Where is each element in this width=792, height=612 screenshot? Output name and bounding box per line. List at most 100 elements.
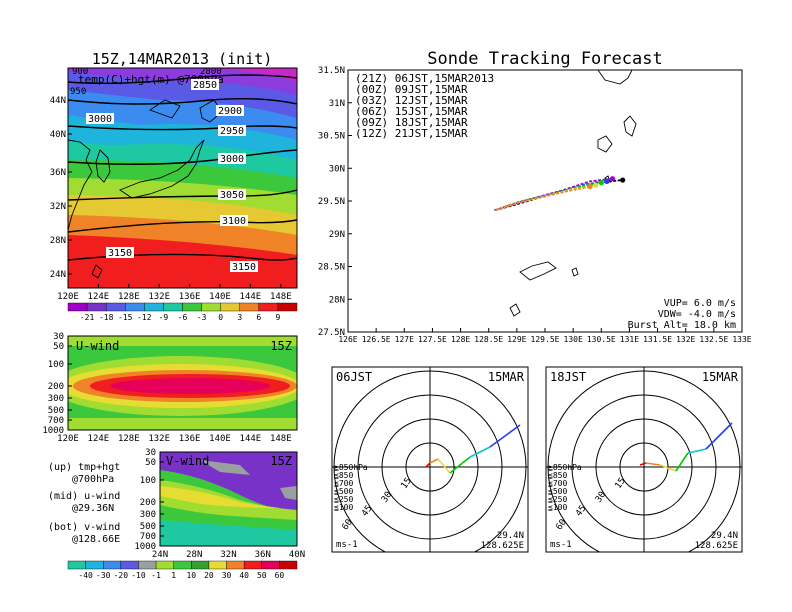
track-lon-label: 127.5E — [418, 335, 447, 344]
hodograph-date: 15MAR — [488, 370, 525, 384]
vwind-x-label: 32N — [220, 550, 236, 560]
contour-label-bg — [218, 153, 246, 164]
lon-tick-label: 120E — [57, 292, 79, 302]
vwind-y-label: 300 — [140, 510, 156, 520]
vwind-x-label: 36N — [255, 550, 271, 560]
uwind-x-label: 128E — [118, 434, 140, 444]
colorbar-swatch — [138, 560, 157, 570]
colorbar-swatch — [226, 560, 245, 570]
hodograph-segment — [659, 464, 677, 472]
colorbar-label: -40 — [78, 571, 93, 580]
track-map: 31.5N 31N 30.5N 30N 29.5N 29N 28.5N 28N 27.5N 12… — [318, 66, 752, 344]
track-lon-label: 132.5E — [699, 335, 728, 344]
track-lon-axis: 126E 126.5E 127E 127.5E 128E 128.5E 129E 129.5E… — [338, 328, 752, 344]
hodograph-segment — [429, 458, 439, 464]
hodograph-level: ≦850 — [334, 471, 353, 480]
colorbar-swatch — [243, 560, 262, 570]
hodograph-date: 15MAR — [702, 370, 739, 384]
uwind-x-axis: 120E 124E 128E 132E 136E 140E 144E 148E — [57, 434, 291, 444]
colorbar-label: -30 — [96, 571, 111, 580]
colorbar-swatch — [144, 302, 164, 312]
hodograph-level: ≦100 — [334, 503, 353, 512]
colorbar-label: 1 — [171, 571, 176, 580]
lon-tick-label: 148E — [270, 292, 292, 302]
map-overlay-label: temp(C)+hgt(m) @700hPa — [78, 73, 224, 86]
lon-axis: 120E 124E 128E 132E 136E 140E 144E 148E — [57, 284, 292, 302]
colorbar-swatch — [279, 560, 298, 570]
param-vup: VUP= 6.0 m/s — [664, 298, 736, 309]
wind-colorbar: -40 -30 -20 -10 -1 1 10 20 30 40 50 60 — [67, 560, 298, 580]
colorbar-label: 10 — [186, 571, 196, 580]
vwind-y-label: 500 — [140, 522, 156, 532]
vwind-y-label: 700 — [140, 532, 156, 542]
lat-tick-label: 24N — [50, 270, 66, 280]
uwind-time: 15Z — [270, 339, 292, 353]
hodograph-segment — [675, 452, 689, 472]
contour-labels: 2850 3000 2900 2950 3000 3050 3100 3150 3150 — [86, 79, 258, 273]
hodograph-segment — [639, 462, 647, 466]
track-lon-label: 129E — [507, 335, 526, 344]
vwind-y-label: 1000 — [134, 542, 156, 552]
track-lat-label: 28.5N — [318, 263, 345, 273]
track-legend-entry: (12Z) 21JST,15MAR — [355, 127, 468, 140]
colorbar-swatch — [125, 302, 145, 312]
hodograph-segment — [645, 462, 661, 466]
colorbar-label: 9 — [276, 313, 281, 322]
track-legend-entry: (03Z) 12JST,15MAR — [355, 94, 468, 107]
track-legend-entry: (06Z) 15JST,15MAR — [355, 105, 468, 118]
hodograph-level: ≦850 — [548, 471, 567, 480]
colorbar-label: 40 — [239, 571, 249, 580]
legend-up: (up) tmp+hgt — [48, 462, 120, 473]
hodograph-time: 06JST — [336, 370, 372, 384]
hodograph-lat: 29.4N — [497, 531, 524, 541]
colorbar-label: -12 — [137, 313, 152, 322]
uwind-y-label: 700 — [48, 416, 64, 426]
vwind-title: V-wind — [166, 454, 209, 468]
corner-label: 900 — [72, 67, 88, 77]
colorbar-swatch — [67, 560, 86, 570]
track-lat-label: 29.5N — [318, 197, 345, 207]
colorbar-swatch — [201, 302, 221, 312]
hodograph-level: ≦250 — [334, 495, 353, 504]
track-lat-axis: 31.5N 31N 30.5N 30N 29.5N 29N 28.5N 28N 27.5N — [318, 66, 352, 338]
track-lon-label: 127E — [395, 335, 414, 344]
contour-label: 3000 — [220, 154, 244, 165]
track-lon-label: 130.5E — [587, 335, 616, 344]
colorbar-label: -18 — [99, 313, 114, 322]
contour-label-bg — [191, 79, 219, 90]
contour-label-bg — [106, 247, 134, 258]
colorbar-label: -3 — [197, 313, 207, 322]
hodograph-segment — [425, 462, 431, 468]
contour-label-bg — [230, 261, 258, 272]
colorbar-swatch — [67, 302, 88, 312]
contour-label: 2850 — [193, 80, 217, 91]
contour-label-bg — [218, 189, 246, 200]
lat-tick-label: 44N — [50, 96, 66, 106]
colorbar-label: 0 — [218, 313, 223, 322]
hodograph-level: ≦500 — [548, 487, 567, 496]
main-title: Sonde Tracking Forecast — [427, 49, 662, 69]
colorbar-label: 30 — [222, 571, 232, 580]
uwind-x-label: 124E — [88, 434, 110, 444]
vwind-x-label: 40N — [289, 550, 305, 560]
hodograph-segment — [449, 456, 471, 474]
colorbar-label: 20 — [204, 571, 214, 580]
param-burst: Burst Alt= 18.0 km — [628, 320, 736, 331]
hodograph-unit: ms-1 — [550, 540, 572, 550]
corner-label: 2800 — [200, 67, 222, 77]
track-lon-label: 130E — [564, 335, 583, 344]
uwind-x-label: 140E — [209, 434, 231, 444]
contour-label: 3000 — [88, 114, 112, 125]
colorbar-label: -9 — [159, 313, 169, 322]
uwind-x-label: 148E — [270, 434, 292, 444]
corner-label: 950 — [70, 87, 86, 97]
track-end-point — [620, 177, 626, 183]
track-end-point — [604, 178, 610, 184]
track-line — [495, 185, 591, 212]
lat-axis: 44N 40N 36N 32N 28N 24N — [50, 96, 72, 280]
track-end-point — [598, 180, 604, 186]
